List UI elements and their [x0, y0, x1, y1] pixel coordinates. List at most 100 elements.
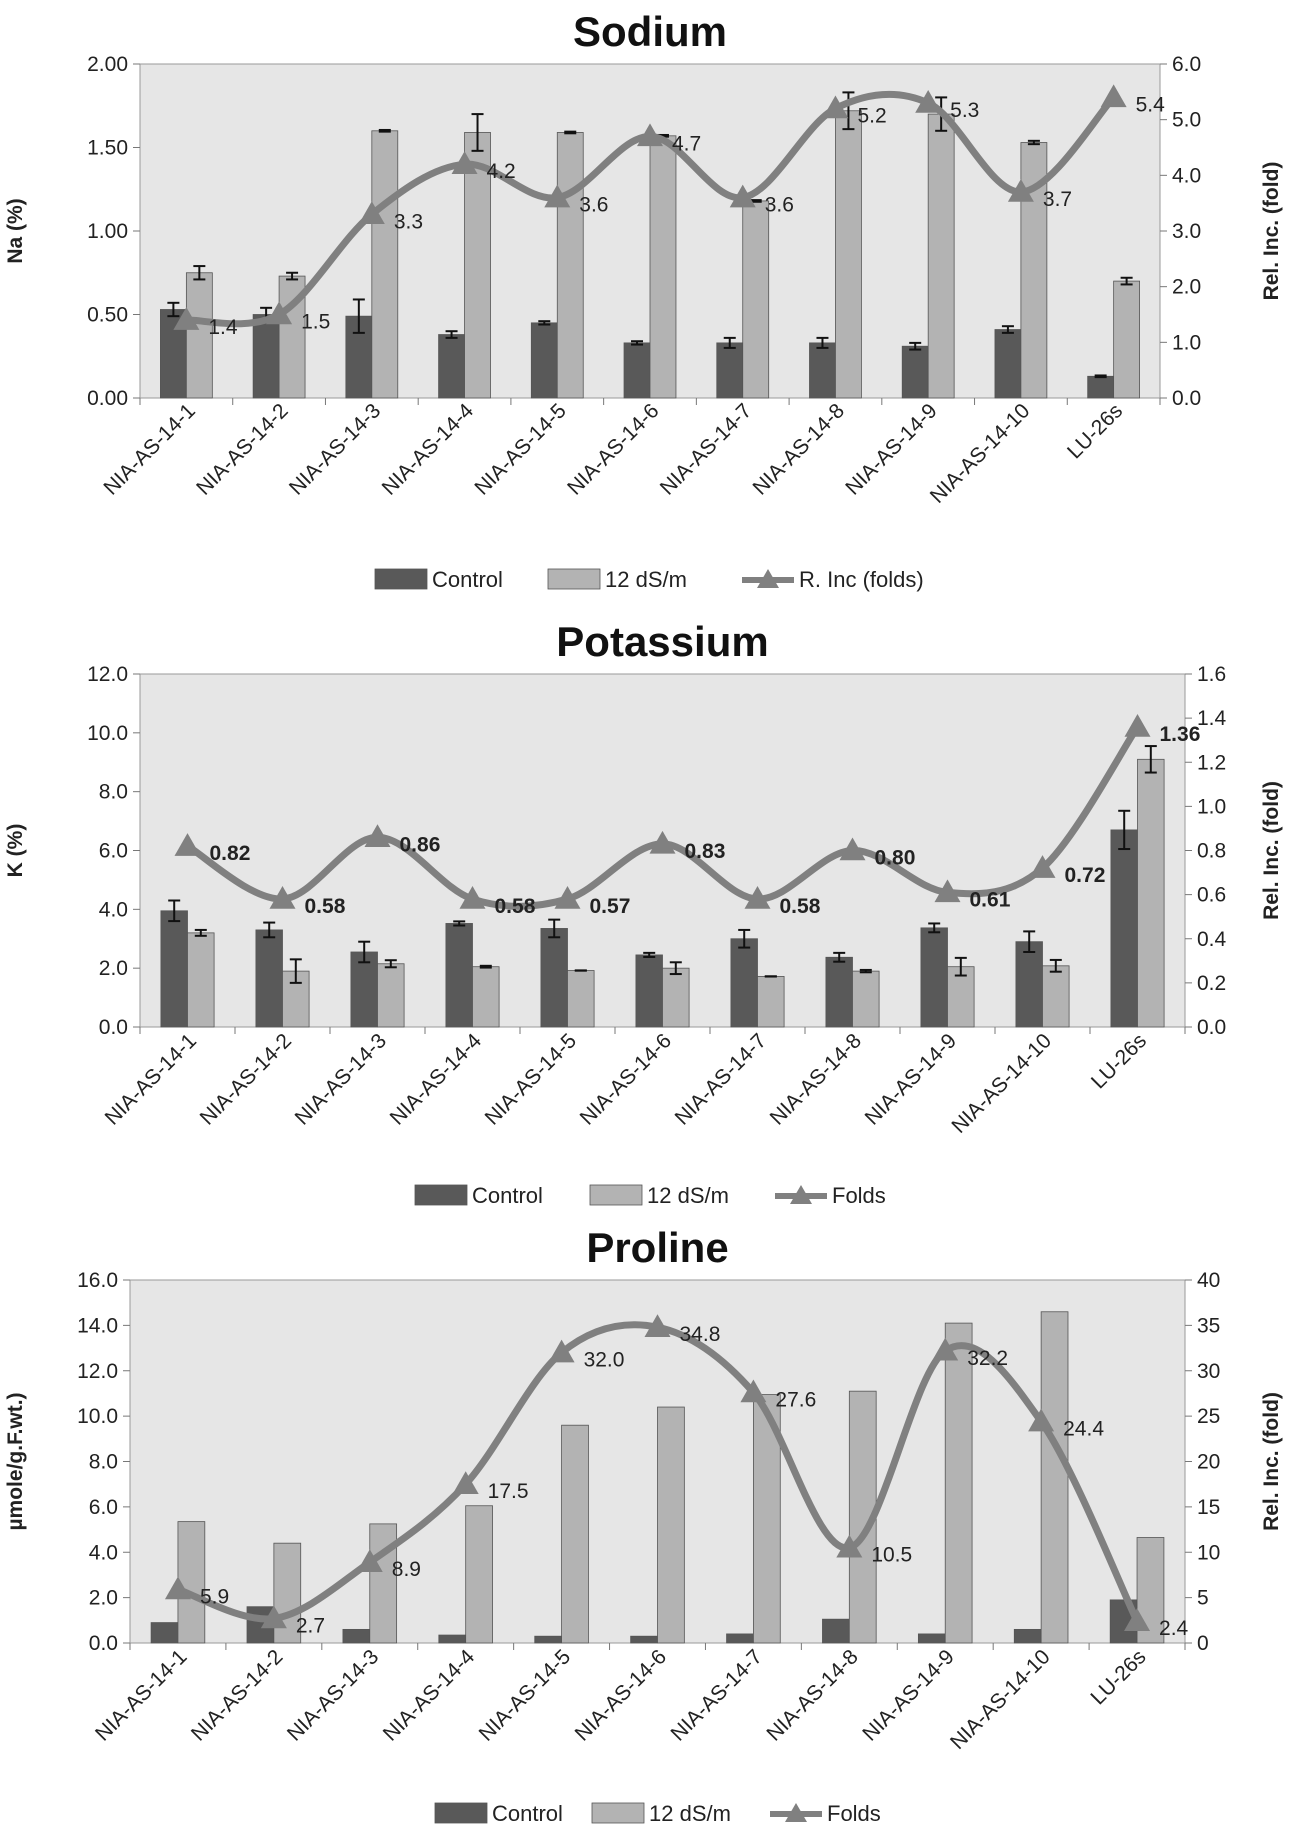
fold-marker: [266, 301, 293, 325]
fold-label: 0.83: [685, 840, 726, 863]
legend-label: Control: [432, 567, 503, 592]
fold-label: 3.3: [394, 210, 423, 233]
fold-marker: [356, 1549, 383, 1572]
fold-marker: [649, 830, 676, 854]
x-category-label: NIA-AS-14-9: [861, 1029, 961, 1129]
y2-tick-label: 1.0: [1197, 795, 1226, 818]
fold-marker: [173, 307, 200, 330]
fold-marker: [269, 886, 296, 909]
y2-tick-label: 0.0: [1197, 1016, 1226, 1039]
x-category-label: NIA-AS-14-8: [766, 1029, 866, 1129]
fold-label: 1.4: [208, 316, 238, 339]
bar-control: [623, 342, 651, 399]
legend-swatch: [374, 568, 428, 590]
y2-tick-label: 15: [1197, 1496, 1220, 1519]
y2-tick-label: 0: [1197, 1632, 1209, 1655]
fold-label: 5.2: [857, 105, 886, 128]
proline-panel: Proline 0.0 2.0 4.0 6.0 8.0 10.0 12.0 14.0 16.0 0 5…: [0, 1224, 1299, 1836]
y2-axis-label: Rel. Inc. (fold): [1260, 1392, 1283, 1531]
bar-control: [252, 314, 280, 399]
fold-label: 32.2: [967, 1347, 1008, 1370]
bar-salt: [835, 110, 862, 399]
y-tick-label: 8.0: [89, 1451, 118, 1474]
x-category-label: NIA-AS-14-6: [576, 1029, 676, 1129]
bar-control: [822, 1618, 850, 1644]
fold-label: 2.4: [1159, 1617, 1189, 1640]
fold-marker: [548, 1339, 575, 1363]
bar-control: [716, 342, 744, 399]
legend-swatch: [589, 1184, 643, 1206]
bar-salt: [662, 967, 690, 1028]
x-category-label: NIA-AS-14-5: [470, 399, 570, 499]
y-tick-label: 0.50: [87, 304, 128, 327]
y2-tick-label: 5: [1197, 1587, 1209, 1610]
y2-tick-label: 40: [1197, 1269, 1220, 1292]
legend-swatch: [547, 568, 601, 590]
bar-salt: [649, 135, 677, 399]
bar-control: [901, 345, 929, 399]
y-tick-label: 1.00: [87, 220, 128, 243]
fold-marker: [260, 1605, 287, 1629]
x-category-label: NIA-AS-14-7: [671, 1029, 771, 1129]
y2-tick-label: 6.0: [1172, 53, 1201, 76]
legend-label: R. Inc (folds): [799, 567, 924, 592]
legend-label: Folds: [832, 1183, 886, 1208]
fold-label: 3.7: [1043, 188, 1072, 211]
bar-control: [825, 956, 853, 1028]
x-category-label: NIA-AS-14-9: [858, 1645, 958, 1745]
fold-label: 2.7: [296, 1614, 325, 1637]
x-category-label: LU-26s: [1063, 399, 1127, 463]
fold-marker: [822, 95, 849, 119]
legend-label: Folds: [827, 1801, 881, 1826]
bar-control: [1110, 829, 1138, 1028]
y2-tick-label: 3.0: [1172, 220, 1201, 243]
y-axis-label: µmole/g.F.wt.): [4, 1392, 27, 1530]
x-category-label: LU-26s: [1087, 1029, 1151, 1093]
y2-tick-label: 1.4: [1197, 707, 1227, 730]
x-category-label: NIA-AS-14-5: [475, 1645, 575, 1745]
x-category-label: NIA-AS-14-8: [762, 1645, 862, 1745]
fold-label: 3.6: [579, 194, 608, 217]
bar-salt: [657, 1406, 685, 1644]
y-tick-label: 2.0: [99, 957, 128, 980]
fold-marker: [934, 879, 961, 903]
fold-marker: [459, 886, 486, 909]
bar-control: [438, 1634, 467, 1644]
y-tick-label: 1.50: [87, 137, 128, 160]
y-tick-label: 10.0: [87, 722, 128, 745]
y-tick-label: 6.0: [89, 1496, 118, 1519]
bar-control: [917, 1633, 946, 1644]
y2-tick-label: 1.0: [1172, 331, 1201, 354]
bar-salt: [377, 963, 405, 1028]
bar-salt: [944, 1322, 973, 1644]
fold-marker: [839, 837, 866, 861]
bar-control: [534, 1635, 562, 1644]
x-category-label: NIA-AS-14-7: [656, 399, 756, 499]
bar-salt: [1113, 280, 1140, 399]
fold-label: 0.72: [1065, 864, 1106, 887]
y2-tick-label: 0.0: [1172, 387, 1201, 410]
bar-salt: [464, 132, 491, 399]
y-tick-label: 12.0: [87, 663, 128, 686]
fold-label: 0.58: [495, 895, 536, 918]
fold-marker: [451, 151, 478, 174]
y2-tick-label: 1.6: [1197, 663, 1226, 686]
fold-marker: [644, 1314, 671, 1337]
fold-marker: [744, 886, 771, 909]
bar-control: [1087, 375, 1115, 399]
y2-tick-label: 0.8: [1197, 840, 1226, 863]
y-tick-label: 4.0: [99, 898, 128, 921]
bar-control: [1015, 941, 1043, 1028]
bar-control: [920, 927, 948, 1028]
bar-control: [994, 329, 1022, 399]
bar-salt: [852, 970, 880, 1028]
fold-label: 5.9: [200, 1585, 229, 1608]
y-tick-label: 4.0: [89, 1541, 118, 1564]
fold-marker: [1007, 179, 1034, 202]
x-category-label: NIA-AS-14-7: [667, 1645, 767, 1745]
bar-salt: [561, 1424, 589, 1644]
x-category-label: NIA-AS-14-8: [749, 399, 849, 499]
bar-control: [445, 923, 473, 1028]
y2-tick-label: 0.4: [1197, 928, 1227, 951]
y-tick-label: 16.0: [77, 1269, 118, 1292]
